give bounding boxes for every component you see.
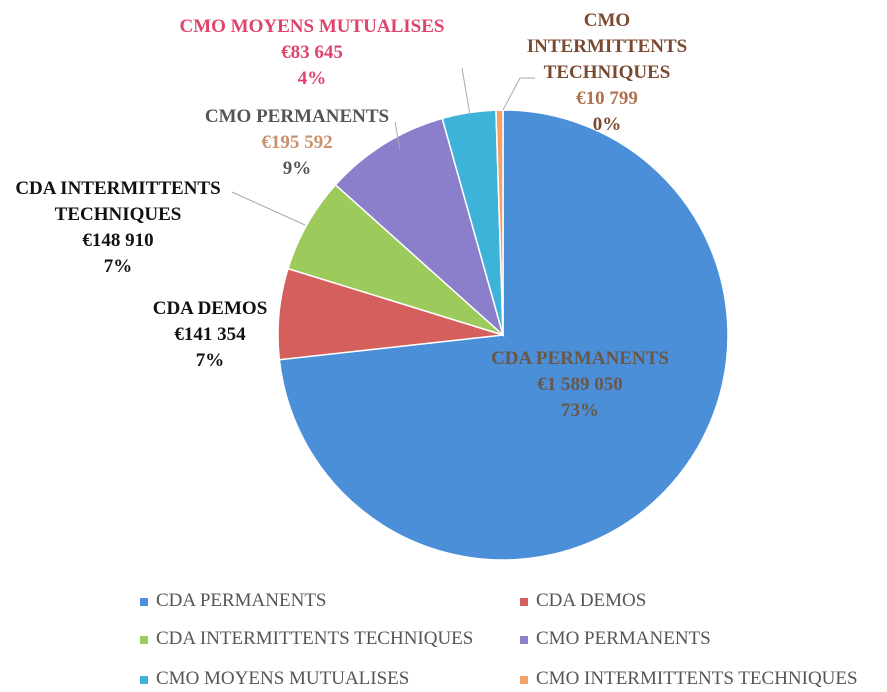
leader-line: [461, 67, 471, 116]
leader-line: [231, 191, 306, 226]
category-label: CDA INTERMITTENTS TECHNIQUES: [15, 178, 221, 225]
value-label: €83 645: [281, 42, 343, 63]
percent-label: 9%: [282, 158, 312, 179]
leader-line: [502, 77, 535, 111]
slice-label: CMO INTERMITTENTS TECHNIQUES €10 799 0%: [522, 8, 692, 138]
category-label: CMO PERMANENTS: [204, 106, 390, 127]
legend-swatch: [520, 635, 528, 644]
legend-swatch: [140, 675, 148, 684]
value-label: €1 589 050: [537, 374, 623, 395]
legend-swatch: [140, 635, 148, 644]
legend-label: CMO MOYENS MUTUALISES: [156, 668, 410, 689]
percent-label: 73%: [561, 400, 599, 421]
percent-label: 7%: [195, 350, 225, 371]
legend-label: CMO INTERMITTENTS TECHNIQUES: [536, 668, 858, 689]
legend-swatch: [140, 597, 148, 606]
value-label: €141 354: [174, 324, 246, 345]
slice-label: CDA PERMANENTS €1 589 050 73%: [480, 346, 680, 424]
legend-label: CDA INTERMITTENTS TECHNIQUES: [156, 628, 474, 649]
legend-item: CMO PERMANENTS: [520, 628, 711, 650]
legend-label: CMO PERMANENTS: [536, 628, 711, 649]
legend-item: CDA INTERMITTENTS TECHNIQUES: [140, 628, 473, 650]
legend-label: CDA DEMOS: [536, 590, 647, 611]
category-label: CMO MOYENS MUTUALISES: [179, 16, 445, 37]
leader-line: [394, 121, 401, 151]
slice-label: CDA INTERMITTENTS TECHNIQUES €148 910 7%: [0, 176, 238, 280]
value-label: €10 799: [576, 88, 638, 109]
legend-item: CMO MOYENS MUTUALISES: [140, 668, 409, 690]
legend-item: CDA DEMOS: [520, 590, 646, 612]
percent-label: 7%: [103, 256, 133, 277]
percent-label: 0%: [592, 114, 622, 135]
value-label: €195 592: [261, 132, 333, 153]
legend-item: CMO INTERMITTENTS TECHNIQUES: [520, 668, 858, 690]
legend-label: CDA PERMANENTS: [156, 590, 327, 611]
pie-slice: [495, 109, 504, 336]
legend-swatch: [520, 597, 528, 606]
slice-label: CMO PERMANENTS €195 592 9%: [187, 104, 407, 182]
slice-label: CDA DEMOS €141 354 7%: [140, 296, 280, 374]
slice-label: CMO MOYENS MUTUALISES €83 645 4%: [162, 14, 462, 92]
pie-slice: [334, 117, 505, 338]
legend-item: CDA PERMANENTS: [140, 590, 327, 612]
percent-label: 4%: [297, 68, 327, 89]
value-label: €148 910: [82, 230, 154, 251]
category-label: CDA DEMOS: [152, 298, 268, 319]
legend-swatch: [520, 675, 528, 684]
category-label: CMO INTERMITTENTS TECHNIQUES: [526, 10, 688, 83]
leader-lines: [231, 67, 535, 226]
category-label: CDA PERMANENTS: [491, 348, 669, 369]
